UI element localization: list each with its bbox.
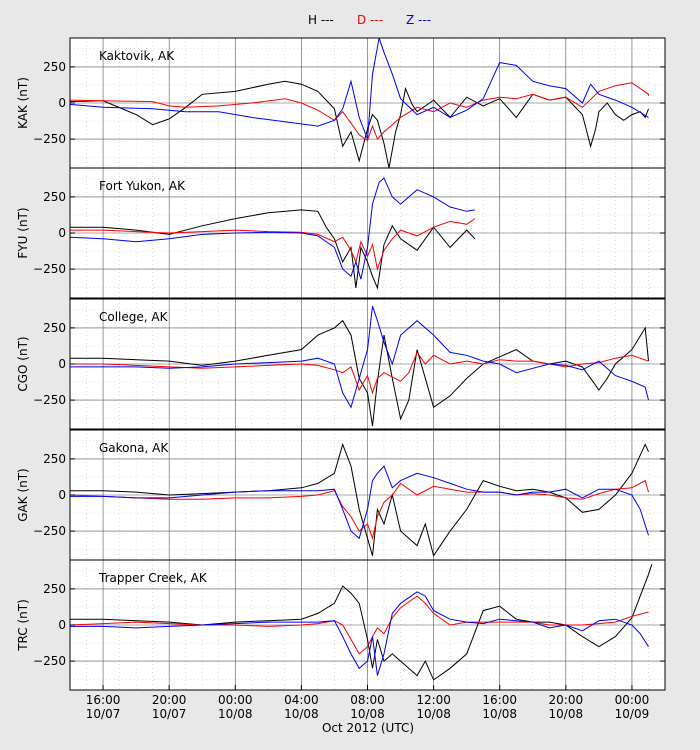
series-group — [70, 177, 476, 290]
panel-1: −250 0 250 FYU (nT) Fort Yukon, AK — [16, 167, 666, 299]
y-axis-label: TRC (nT) — [16, 599, 30, 652]
series-line-z — [70, 177, 475, 280]
series-line-d — [70, 595, 649, 655]
y-axis-label: KAK (nT) — [16, 77, 30, 129]
x-tick-time: 12:00 — [416, 693, 451, 707]
y-tick-label: −250 — [33, 393, 66, 407]
station-label: Fort Yukon, AK — [99, 179, 186, 193]
x-tick-date: 10/08 — [416, 707, 451, 721]
panel-0: −250 0 250 KAK (nT) Kaktovik, AK — [16, 37, 666, 169]
station-label: Gakona, AK — [99, 441, 169, 455]
x-tick-time: 00:00 — [218, 693, 253, 707]
y-tick-label: 250 — [43, 190, 66, 204]
series-line-h — [70, 564, 653, 681]
y-tick-label: −250 — [33, 262, 66, 276]
y-axis-label: CGO (nT) — [16, 336, 30, 391]
series-group — [70, 442, 649, 557]
legend-h: H --- — [308, 13, 334, 27]
y-tick-label: 250 — [43, 452, 66, 466]
y-tick-label: 0 — [58, 488, 66, 502]
series-group — [70, 38, 649, 168]
x-tick-date: 10/08 — [284, 707, 319, 721]
x-tick-time: 20:00 — [549, 693, 584, 707]
chart-legend: H --- D --- Z --- — [308, 13, 431, 27]
y-tick-label: −250 — [33, 654, 66, 668]
x-tick-date: 10/08 — [350, 707, 385, 721]
y-tick-label: 0 — [58, 96, 66, 110]
y-tick-label: 0 — [58, 226, 66, 240]
legend-d: D --- — [357, 13, 383, 27]
y-tick-label: 250 — [43, 321, 66, 335]
x-tick-date: 10/07 — [86, 707, 121, 721]
y-axis-label: FYU (nT) — [16, 207, 30, 258]
panel-4: −250 0 250 TRC (nT) Trapper Creek, AK — [16, 559, 666, 691]
y-tick-label: 0 — [58, 618, 66, 632]
series-line-z — [70, 306, 649, 409]
x-tick-time: 16:00 — [86, 693, 121, 707]
station-panels: −250 0 250 KAK (nT) Kaktovik, AK −250 0 250 FYU … — [16, 37, 666, 691]
series-group — [70, 306, 649, 427]
legend-z: Z --- — [406, 13, 431, 27]
x-tick-date: 10/07 — [152, 707, 187, 721]
x-tick-date: 10/09 — [615, 707, 650, 721]
panel-3: −250 0 250 GAK (nT) Gakona, AK — [16, 429, 666, 561]
y-axis-label: GAK (nT) — [16, 468, 30, 522]
y-tick-label: −250 — [33, 132, 66, 146]
series-line-d — [70, 82, 649, 142]
x-tick-time: 08:00 — [350, 693, 385, 707]
station-label: Kaktovik, AK — [99, 49, 175, 63]
y-tick-label: 250 — [43, 60, 66, 74]
x-tick-time: 04:00 — [284, 693, 319, 707]
series-line-h — [70, 319, 649, 427]
y-tick-label: −250 — [33, 524, 66, 538]
x-tick-date: 10/08 — [482, 707, 517, 721]
station-label: College, AK — [99, 310, 169, 324]
station-label: Trapper Creek, AK — [98, 571, 208, 585]
y-tick-label: 250 — [43, 582, 66, 596]
y-tick-label: 0 — [58, 357, 66, 371]
x-tick-time: 20:00 — [152, 693, 187, 707]
series-line-z — [70, 38, 649, 140]
x-tick-date: 10/08 — [549, 707, 584, 721]
x-tick-time: 16:00 — [482, 693, 517, 707]
series-line-z — [70, 591, 649, 676]
series-line-z — [70, 465, 649, 540]
x-tick-time: 00:00 — [615, 693, 650, 707]
panel-2: −250 0 250 CGO (nT) College, AK — [16, 298, 666, 430]
x-tick-date: 10/08 — [218, 707, 253, 721]
x-axis: 16:0010/0720:0010/0700:0010/0804:0010/08… — [86, 685, 649, 721]
series-group — [70, 564, 653, 681]
series-line-d — [70, 479, 649, 541]
x-axis-label: Oct 2012 (UTC) — [322, 721, 414, 735]
